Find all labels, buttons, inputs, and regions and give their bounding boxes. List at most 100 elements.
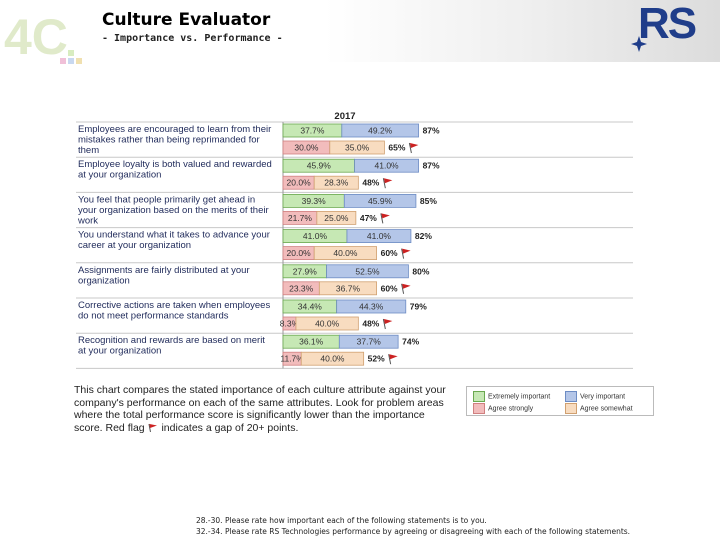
caption-text-end: indicates a gap of 20+ points.	[161, 421, 299, 434]
bar-value-label: 28.3%	[324, 178, 349, 188]
bar-total-label: 80%	[412, 266, 429, 276]
bar-value-label: 11.7%	[280, 354, 304, 364]
red-flag-icon	[389, 354, 398, 360]
bar-total-label: 82%	[415, 231, 432, 241]
category-label: do not meet performance standards	[78, 311, 229, 322]
bar-value-label: 40.0%	[333, 248, 358, 258]
bar-value-label: 40.0%	[315, 319, 340, 329]
bar-value-label: 45.9%	[307, 161, 332, 171]
bar-total-label: 52%	[368, 354, 385, 364]
category-label: organization	[78, 275, 130, 286]
category-label: mistakes rather than being reprimanded f…	[78, 135, 260, 146]
category-label: You feel that people primarily get ahead…	[78, 194, 255, 205]
bar-value-label: 23.3%	[289, 283, 314, 293]
category-label: Corrective actions are taken when employ…	[78, 300, 270, 311]
red-flag-icon	[402, 283, 411, 289]
legend-swatch	[565, 403, 577, 414]
bar-value-label: 27.9%	[293, 266, 318, 276]
bar-segment	[338, 334, 399, 349]
bar-segment	[336, 299, 407, 314]
bar-total-label: 74%	[402, 337, 419, 347]
bar-value-label: 49.2%	[368, 126, 393, 136]
red-flag-icon	[381, 213, 390, 219]
bar-total-label: 48%	[362, 319, 379, 329]
bar-segment	[313, 175, 359, 190]
4c-logo: 4C	[4, 9, 82, 65]
legend-very-important: Very important	[565, 391, 625, 402]
category-label: You understand what it takes to advance …	[78, 230, 270, 241]
footnote-importance: 28.-30. Please rate how important each o…	[196, 516, 487, 525]
bar-value-label: 30.0%	[294, 143, 319, 153]
red-flag-icon	[383, 319, 393, 324]
bar-total-label: 47%	[360, 213, 377, 223]
caption-text: This chart compares the stated importanc…	[74, 384, 446, 434]
rs-logo-text: RS	[638, 0, 696, 48]
red-flag-pole	[388, 354, 392, 365]
bar-segment	[341, 123, 419, 138]
category-label: at your organization	[78, 346, 161, 357]
legend-swatch	[473, 403, 485, 414]
bar-total-label: 65%	[388, 143, 405, 153]
header-band	[0, 0, 720, 62]
bar-segment	[326, 264, 409, 279]
red-flag-pole	[382, 318, 386, 330]
bar-value-label: 21.7%	[288, 213, 313, 223]
red-flag-pole	[380, 213, 384, 224]
bar-value-label: 20.0%	[287, 178, 312, 188]
category-label: your organization based on the merits of…	[78, 205, 269, 216]
red-flag-icon	[402, 248, 411, 254]
category-label: work	[77, 215, 98, 226]
page-title: Culture Evaluator	[102, 10, 271, 30]
bar-value-label: 41.0%	[375, 161, 400, 171]
red-flag-icon	[383, 178, 393, 184]
bar-total-label: 60%	[381, 248, 398, 258]
bar-segment	[318, 281, 377, 296]
bar-value-label: 41.0%	[303, 231, 328, 241]
bar-value-label: 39.3%	[302, 196, 327, 206]
red-flag-pole	[408, 142, 412, 154]
category-label: Employee loyalty is both valued and rewa…	[78, 159, 272, 170]
category-label: them	[78, 145, 99, 156]
legend-agree-somewhat: Agree somewhat	[565, 403, 633, 414]
red-flag-pole	[401, 248, 405, 259]
category-label: Assignments are fairly distributed at yo…	[78, 265, 250, 276]
bar-value-label: 34.4%	[298, 302, 323, 312]
bar-value-label: 37.7%	[300, 126, 325, 136]
4c-logo-text: 4C	[4, 9, 68, 65]
bar-segment	[300, 351, 365, 366]
bar-segment	[343, 193, 417, 208]
category-label: career at your organization	[78, 240, 191, 251]
page-subtitle: - Importance vs. Performance -	[102, 33, 283, 44]
chart-caption: This chart compares the stated importanc…	[74, 384, 454, 434]
bar-segment	[354, 158, 419, 173]
bar-value-label: 36.1%	[299, 337, 324, 347]
legend-label: Agree strongly	[488, 405, 534, 413]
bar-segment	[295, 316, 359, 331]
bar-value-label: 45.9%	[368, 196, 393, 206]
bar-total-label: 85%	[420, 196, 437, 206]
bar-value-label: 8.3%	[280, 319, 300, 329]
bar-total-label: 79%	[410, 302, 427, 312]
bar-value-label: 37.7%	[357, 337, 382, 347]
red-flag-pole	[401, 283, 405, 294]
legend-label: Extremely important	[488, 393, 551, 401]
category-label: at your organization	[78, 170, 161, 181]
star-icon	[631, 36, 647, 52]
bar-segment	[329, 140, 385, 155]
legend-agree-strongly: Agree strongly	[473, 403, 533, 414]
chart-title: 2017	[334, 111, 355, 122]
bar-value-label: 41.0%	[367, 231, 392, 241]
legend-label: Agree somewhat	[580, 405, 633, 413]
rs-logo: RS	[631, 0, 698, 52]
bar-total-label: 60%	[381, 283, 398, 293]
bar-total-label: 87%	[423, 161, 440, 171]
bar-value-label: 40.0%	[320, 354, 345, 364]
bar-value-label: 52.5%	[355, 266, 380, 276]
legend-swatch	[565, 391, 577, 402]
legend: Extremely important Very important Agree…	[466, 386, 654, 416]
bar-value-label: 35.0%	[345, 143, 370, 153]
bar-total-label: 87%	[423, 126, 440, 136]
category-label: Employees are encouraged to learn from t…	[78, 124, 271, 135]
bar-segment	[346, 229, 412, 244]
